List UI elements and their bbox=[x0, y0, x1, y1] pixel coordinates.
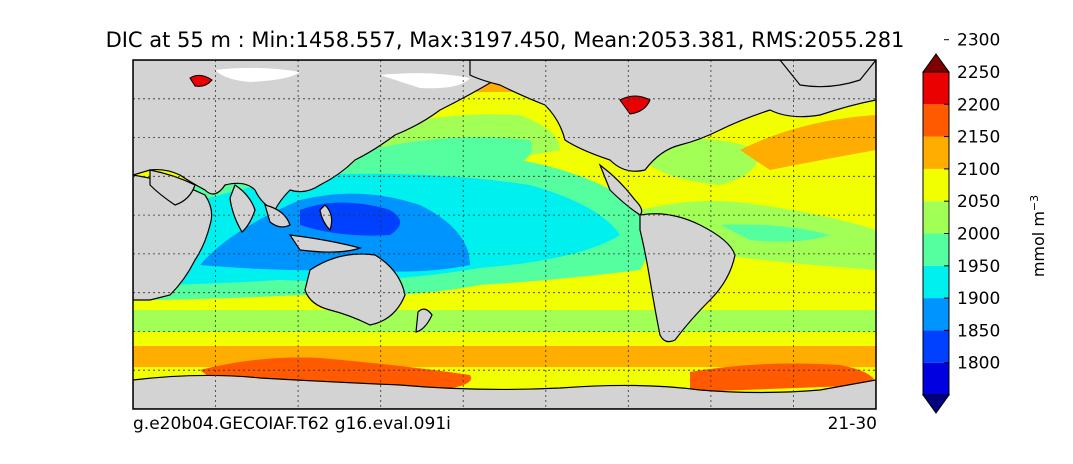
colorbar-tick-label: 1900 bbox=[957, 289, 1000, 309]
land-masses bbox=[133, 60, 876, 409]
colorbar-tick-label: 2300 bbox=[957, 31, 1000, 51]
map-panel bbox=[133, 60, 876, 409]
colorbar-tick-label: 1850 bbox=[957, 321, 1000, 341]
colorbar-swatch bbox=[923, 136, 949, 169]
colorbar-tick-label: 1950 bbox=[957, 257, 1000, 277]
colorbar-swatch bbox=[923, 298, 949, 331]
colorbar-label-exponent: −3 bbox=[1027, 194, 1041, 212]
map-frame bbox=[132, 59, 877, 410]
colorbar-swatch bbox=[923, 104, 949, 137]
colorbar-label-text: mmol m bbox=[1029, 211, 1049, 278]
caption-right: 21-30 bbox=[827, 414, 877, 434]
colorbar-tick-label: 2150 bbox=[957, 128, 1000, 148]
colorbar-tick-label: 2250 bbox=[957, 63, 1000, 83]
colorbar-swatch bbox=[923, 265, 949, 299]
chart-title: DIC at 55 m : Min:1458.557, Max:3197.450… bbox=[105, 28, 905, 52]
caption-left: g.e20b04.GECOIAF.T62 g16.eval.091i bbox=[133, 414, 451, 434]
colorbar-tick-label: 2100 bbox=[957, 160, 1000, 180]
colorbar-extend-min bbox=[922, 394, 950, 414]
colorbar-extend-max bbox=[922, 53, 950, 73]
colorbar-swatch bbox=[923, 72, 949, 105]
colorbar-swatch bbox=[923, 233, 949, 266]
colorbar-swatch bbox=[923, 330, 949, 363]
colorbar: 1800 1850 1900 1950 2000 2050 2100 2150 2200 2250… bbox=[922, 31, 1000, 414]
colorbar-tick-label: 2200 bbox=[957, 95, 1000, 115]
map-grid bbox=[133, 60, 876, 409]
colorbar-label: mmol m−3 bbox=[1028, 195, 1048, 277]
colorbar-tick-label: 1800 bbox=[957, 354, 1000, 374]
colorbar-tick-label: 2050 bbox=[957, 192, 1000, 212]
colorbar-swatch bbox=[923, 362, 949, 395]
colorbar-tick-label: 2000 bbox=[957, 225, 1000, 245]
colorbar-swatch bbox=[923, 168, 949, 202]
colorbar-swatch bbox=[923, 201, 949, 234]
